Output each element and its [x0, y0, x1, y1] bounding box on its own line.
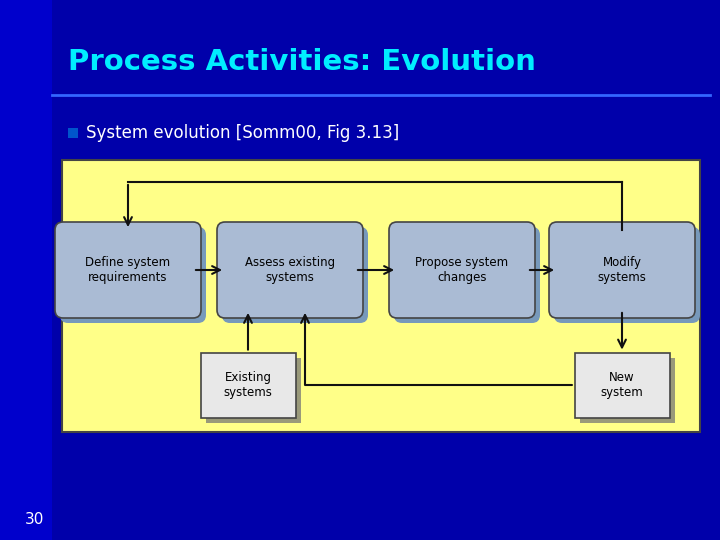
Bar: [68, 128, 78, 138]
Text: Define system
requirements: Define system requirements: [86, 256, 171, 284]
Bar: [575, 353, 670, 417]
FancyBboxPatch shape: [549, 222, 695, 318]
FancyBboxPatch shape: [222, 227, 368, 323]
Text: New
system: New system: [600, 371, 644, 399]
FancyBboxPatch shape: [55, 222, 201, 318]
Bar: [62, 160, 700, 432]
Text: Propose system
changes: Propose system changes: [415, 256, 508, 284]
Text: Existing
systems: Existing systems: [224, 371, 272, 399]
FancyBboxPatch shape: [554, 227, 700, 323]
Bar: [580, 357, 675, 422]
FancyBboxPatch shape: [394, 227, 540, 323]
Bar: [205, 357, 300, 422]
FancyBboxPatch shape: [217, 222, 363, 318]
Text: Process Activities: Evolution: Process Activities: Evolution: [68, 48, 536, 76]
Text: System evolution [Somm00, Fig 3.13]: System evolution [Somm00, Fig 3.13]: [86, 124, 400, 142]
Text: 30: 30: [25, 512, 45, 528]
Bar: [200, 353, 295, 417]
Bar: [0, 0, 52, 540]
FancyBboxPatch shape: [60, 227, 206, 323]
FancyBboxPatch shape: [389, 222, 535, 318]
Text: Assess existing
systems: Assess existing systems: [245, 256, 335, 284]
Text: Modify
systems: Modify systems: [598, 256, 647, 284]
